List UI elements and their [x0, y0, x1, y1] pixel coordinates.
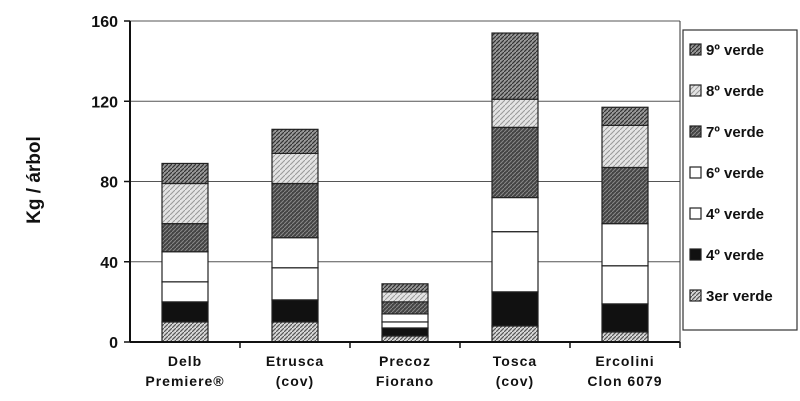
- legend-label: 8º verde: [706, 83, 764, 100]
- bar-segment: [491, 231, 539, 293]
- legend-label: 3er verde: [706, 288, 773, 305]
- legend-label: 7º verde: [706, 124, 764, 141]
- bar-segment: [271, 128, 319, 155]
- y-tick-label: 40: [100, 255, 118, 272]
- legend-label: 9º verde: [706, 42, 764, 59]
- x-tick-label: (cov): [276, 373, 314, 389]
- x-tick-label: Fiorano: [376, 373, 434, 389]
- x-axis-ticks: Delb Premiere® Etrusca (cov) Precoz Fiorano To…: [145, 342, 681, 389]
- legend-swatch: [689, 289, 702, 302]
- x-tick-label: Clon 6079: [587, 373, 662, 389]
- bar-segment: [161, 321, 209, 343]
- legend-box: [682, 29, 798, 331]
- y-tick-label: 0: [109, 335, 118, 352]
- bar-segment: [381, 291, 429, 303]
- bar-segment: [271, 267, 319, 301]
- bar-segment: [271, 299, 319, 323]
- legend-swatch: [689, 84, 702, 97]
- bars: [161, 32, 649, 343]
- bar-segment: [161, 223, 209, 253]
- x-tick-label: Delb: [168, 353, 202, 369]
- bar-segment: [381, 327, 429, 337]
- bar-segment: [491, 325, 539, 343]
- y-axis-label: Kg / árbol: [24, 136, 45, 224]
- legend-swatch: [689, 166, 702, 179]
- bar-segment: [161, 162, 209, 185]
- gridlines: [130, 20, 680, 263]
- legend-swatch: [689, 248, 702, 261]
- x-tick-label: Precoz: [379, 353, 431, 369]
- y-tick-label: 80: [100, 175, 118, 192]
- bar-segment: [381, 283, 429, 293]
- bar-segment: [381, 313, 429, 323]
- bar-segment: [381, 321, 429, 329]
- bar-segment: [601, 265, 649, 305]
- bar-segment: [601, 303, 649, 333]
- y-tick-label: 160: [91, 14, 118, 31]
- bar-segment: [161, 281, 209, 303]
- x-tick-label: Etrusca: [266, 353, 324, 369]
- bar-segment: [601, 124, 649, 169]
- bar-segment: [491, 126, 539, 199]
- legend-swatch: [689, 207, 702, 220]
- legend-label: 4º verde: [706, 247, 764, 264]
- bar-segment: [601, 166, 649, 225]
- bar-segment: [381, 301, 429, 315]
- y-axis-ticks: 0 40 80 120 160: [91, 14, 130, 352]
- bar-segment: [161, 182, 209, 225]
- axes: [129, 21, 681, 343]
- bar-segment: [271, 152, 319, 185]
- bar-segment: [491, 32, 539, 100]
- x-tick-label: Ercolini: [595, 353, 654, 369]
- bar-segment: [601, 331, 649, 343]
- y-tick-label: 120: [91, 94, 118, 111]
- bar-segment: [601, 106, 649, 126]
- bar-segment: [271, 321, 319, 343]
- x-tick-label: Tosca: [493, 353, 537, 369]
- bar-segment: [601, 223, 649, 267]
- bar-segment: [161, 301, 209, 323]
- x-tick-label: Premiere®: [145, 373, 224, 389]
- bar-segment: [161, 251, 209, 283]
- legend-label: 4º verde: [706, 206, 764, 223]
- legend-swatch: [689, 125, 702, 138]
- bar-segment: [491, 196, 539, 233]
- legend-label: 6º verde: [706, 165, 764, 182]
- legend: 9º verde 8º verde 7º verde 6º verde 4º verde…: [682, 29, 798, 331]
- legend-swatch: [689, 43, 702, 56]
- bar-segment: [271, 237, 319, 269]
- bar-segment: [491, 291, 539, 327]
- bar-segment: [491, 98, 539, 128]
- bar-segment: [271, 182, 319, 239]
- x-tick-label: (cov): [496, 373, 534, 389]
